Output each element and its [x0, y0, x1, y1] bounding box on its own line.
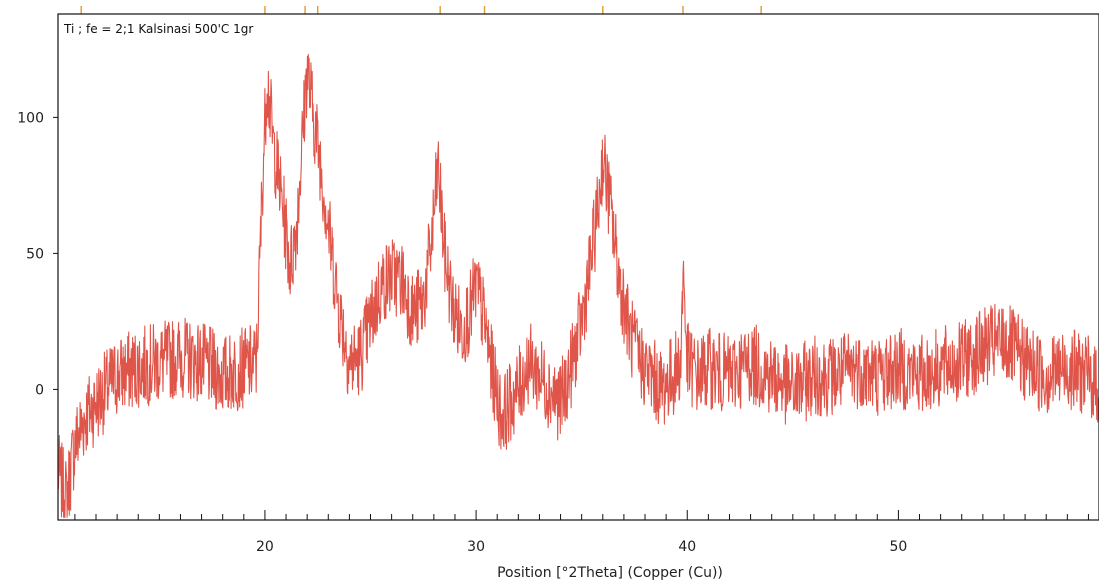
x-axis-label: Position [°2Theta] (Copper (Cu)) [497, 565, 723, 580]
diffraction-trace [57, 53, 1099, 518]
plot-background [58, 14, 1099, 520]
y-tick-label: 50 [26, 246, 44, 262]
x-tick-label: 30 [467, 539, 485, 555]
x-tick-label: 20 [256, 539, 274, 555]
plot-frame [57, 13, 1099, 521]
x-tick-label: 40 [678, 539, 696, 555]
series-line-0 [57, 53, 1099, 518]
chart-title: Ti ; fe = 2;1 Kalsinasi 500'C 1gr [63, 22, 253, 36]
x-tick-label: 50 [889, 539, 907, 555]
y-tick-label: 100 [17, 110, 44, 126]
y-axis-ticks: 0 50 100 [17, 110, 58, 398]
x-axis-ticks: 20 30 40 50 [74, 510, 1089, 555]
reference-markers [80, 6, 762, 14]
y-tick-label: 0 [35, 382, 44, 398]
